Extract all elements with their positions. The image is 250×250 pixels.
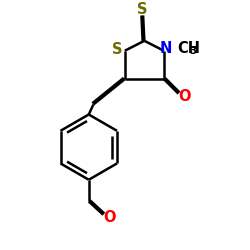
Text: S: S (112, 42, 123, 57)
Text: O: O (103, 210, 116, 225)
Text: CH: CH (177, 41, 200, 56)
Text: O: O (178, 88, 191, 104)
Text: 3: 3 (190, 46, 197, 56)
Text: N: N (160, 41, 172, 56)
Text: S: S (137, 2, 147, 17)
